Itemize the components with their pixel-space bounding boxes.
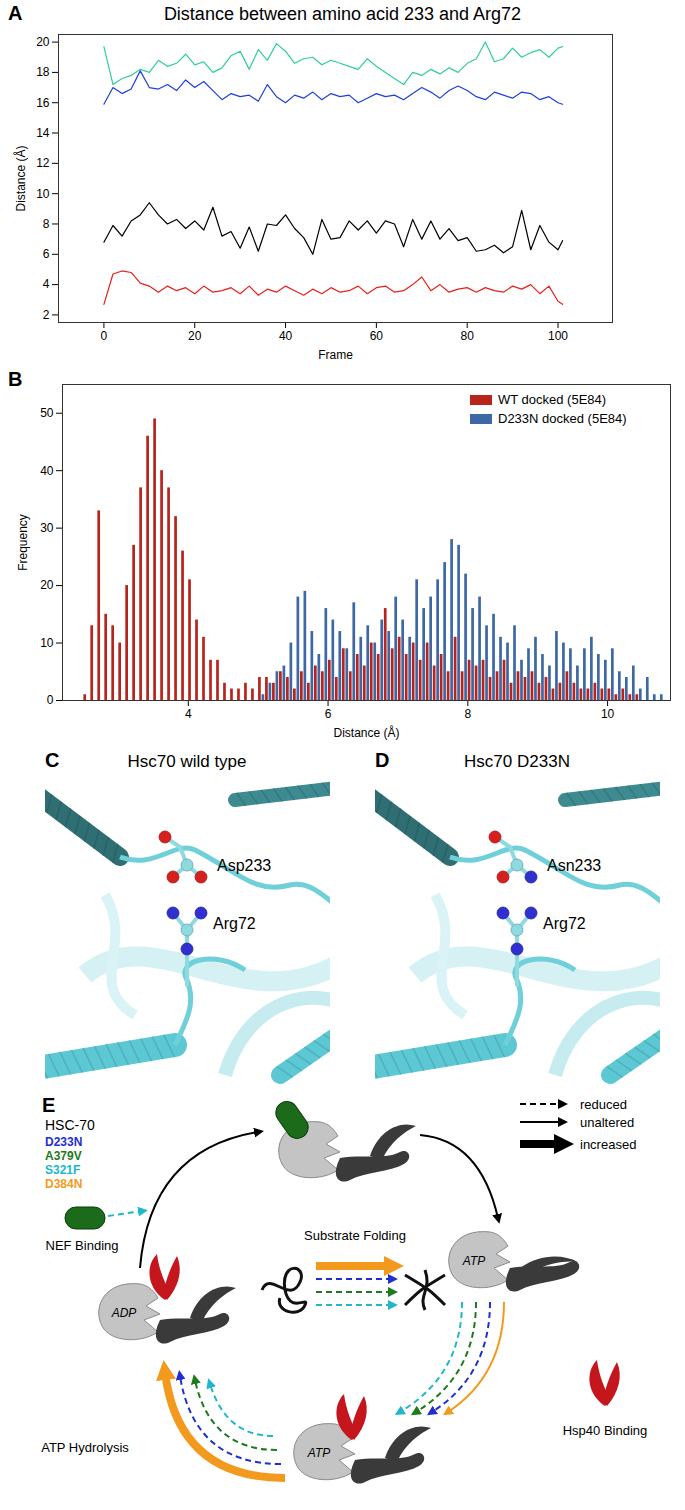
svg-text:ATP Hydrolysis: ATP Hydrolysis <box>41 1440 129 1455</box>
svg-text:100: 100 <box>548 329 568 343</box>
html-text:D233N docked (5E84): D233N docked (5E84) <box>498 411 627 426</box>
svg-text:2: 2 <box>43 308 50 322</box>
html-text:WT docked (5E84): WT docked (5E84) <box>498 392 607 407</box>
svg-text:Frame: Frame <box>318 348 353 362</box>
svg-text:D233N: D233N <box>45 1135 82 1149</box>
svg-text:Distance (Å): Distance (Å) <box>13 145 28 211</box>
svg-text:8: 8 <box>464 707 471 721</box>
html-text:Distance between amino acid 23: Distance between amino acid 233 and Arg7… <box>163 4 522 24</box>
svg-text:40: 40 <box>279 329 293 343</box>
svg-text:Arg72: Arg72 <box>543 915 586 932</box>
svg-text:S321F: S321F <box>45 1163 80 1177</box>
svg-text:Hsp40 Binding: Hsp40 Binding <box>563 1423 648 1438</box>
svg-text:D384N: D384N <box>45 1177 82 1191</box>
svg-text:10: 10 <box>40 636 54 650</box>
svg-text:0: 0 <box>47 693 54 707</box>
svg-text:30: 30 <box>40 521 54 535</box>
svg-text:Distance (Å): Distance (Å) <box>333 725 399 740</box>
svg-text:40: 40 <box>40 464 54 478</box>
svg-text:10: 10 <box>601 707 615 721</box>
svg-text:C: C <box>45 749 59 771</box>
svg-text:D: D <box>375 749 389 771</box>
svg-text:4: 4 <box>185 707 192 721</box>
svg-text:Hsc70 D233N: Hsc70 D233N <box>464 752 570 771</box>
svg-text:HSC-70: HSC-70 <box>45 1117 95 1133</box>
html-text:B: B <box>8 368 23 390</box>
svg-text:12: 12 <box>36 156 50 170</box>
svg-text:8: 8 <box>43 217 50 231</box>
svg-text:20: 20 <box>40 578 54 592</box>
svg-text:20: 20 <box>36 35 50 49</box>
svg-text:14: 14 <box>36 126 50 140</box>
svg-text:20: 20 <box>188 329 202 343</box>
svg-text:80: 80 <box>461 329 475 343</box>
svg-text:A379V: A379V <box>45 1149 82 1163</box>
svg-text:50: 50 <box>40 406 54 420</box>
svg-text:Arg72: Arg72 <box>213 915 256 932</box>
svg-text:18: 18 <box>36 65 50 79</box>
svg-text:6: 6 <box>325 707 332 721</box>
svg-text:increased: increased <box>580 1137 636 1152</box>
svg-text:4: 4 <box>43 277 50 291</box>
svg-text:16: 16 <box>36 96 50 110</box>
svg-text:10: 10 <box>36 186 50 200</box>
svg-text:E: E <box>42 1094 55 1116</box>
svg-text:ADP: ADP <box>111 1306 137 1320</box>
svg-text:Asp233: Asp233 <box>217 857 271 874</box>
svg-text:ATP: ATP <box>462 1254 485 1268</box>
svg-text:Asn233: Asn233 <box>547 857 601 874</box>
html-text:A: A <box>8 2 23 24</box>
svg-text:60: 60 <box>370 329 384 343</box>
svg-text:Frequency: Frequency <box>16 514 30 571</box>
svg-text:6: 6 <box>43 247 50 261</box>
svg-text:Substrate Folding: Substrate Folding <box>304 1228 406 1243</box>
svg-text:unaltered: unaltered <box>580 1115 634 1130</box>
svg-text:NEF Binding: NEF Binding <box>46 1238 119 1253</box>
svg-text:0: 0 <box>101 329 108 343</box>
svg-text:reduced: reduced <box>580 1097 627 1112</box>
svg-text:ATP: ATP <box>307 1446 330 1460</box>
svg-text:Hsc70 wild type: Hsc70 wild type <box>127 752 246 771</box>
